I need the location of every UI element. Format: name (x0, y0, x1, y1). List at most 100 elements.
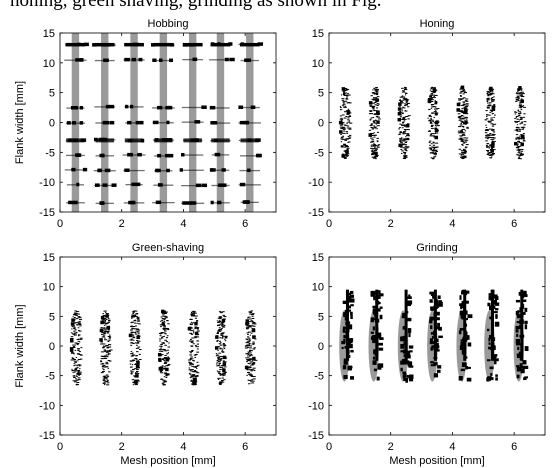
data-point (193, 366, 195, 368)
data-point (106, 384, 110, 386)
data-point (100, 341, 103, 343)
data-point (77, 327, 80, 329)
data-point (245, 328, 249, 330)
data-point (408, 332, 411, 338)
data-point (372, 338, 377, 344)
data-point (467, 314, 473, 319)
data-point (194, 337, 197, 339)
data-point (377, 103, 380, 105)
data-point (402, 96, 406, 98)
data-point (194, 315, 198, 317)
data-mark (152, 58, 157, 63)
data-point (405, 101, 408, 103)
data-point (221, 334, 224, 336)
data-point (491, 142, 495, 146)
data-point (400, 137, 403, 139)
data-mark (181, 169, 204, 171)
data-point (402, 312, 406, 318)
data-point (402, 138, 406, 140)
data-point (519, 95, 522, 97)
data-mark (70, 106, 75, 110)
data-point (429, 119, 433, 121)
data-point (436, 125, 440, 127)
data-point (520, 117, 523, 119)
data-mark (153, 122, 174, 124)
data-point (221, 350, 224, 352)
data-point (458, 153, 461, 155)
data-point (404, 141, 407, 143)
data-point (346, 148, 349, 150)
y-tick-label: -5 (314, 371, 324, 383)
data-point (520, 153, 524, 155)
data-point (168, 342, 170, 344)
data-point (523, 294, 528, 298)
data-point (375, 116, 378, 118)
data-point (431, 94, 436, 96)
data-point (404, 144, 408, 146)
data-point (100, 372, 104, 374)
data-point (399, 138, 403, 140)
data-point (164, 373, 168, 375)
data-point (484, 132, 488, 134)
data-point (401, 145, 404, 147)
data-point (190, 356, 193, 358)
data-point (465, 290, 470, 294)
data-point (431, 146, 433, 148)
data-point (491, 377, 494, 381)
data-point (251, 328, 254, 330)
data-point (369, 118, 372, 120)
data-point (347, 94, 351, 96)
data-point (159, 371, 163, 373)
data-point (128, 333, 133, 338)
data-point (194, 317, 197, 319)
data-point (162, 358, 166, 360)
data-mark (95, 138, 114, 143)
data-point (438, 326, 442, 331)
data-point (437, 365, 442, 369)
data-point (516, 154, 519, 156)
data-point (517, 109, 520, 111)
data-point (163, 318, 166, 320)
data-point (520, 99, 524, 103)
data-point (165, 365, 168, 367)
data-point (429, 135, 433, 137)
data-point (401, 144, 405, 146)
data-point (458, 376, 463, 381)
data-point (463, 102, 465, 104)
data-point (519, 152, 522, 154)
data-point (346, 113, 350, 115)
data-point (159, 349, 164, 351)
data-point (347, 292, 352, 296)
data-mark (105, 104, 111, 109)
data-point (464, 150, 467, 152)
data-point (376, 131, 380, 133)
x-tick-label: 4 (449, 441, 455, 453)
data-point (374, 126, 378, 128)
data-point (405, 101, 409, 103)
data-point (187, 327, 192, 331)
data-point (485, 134, 488, 136)
data-point (160, 326, 162, 328)
data-point (339, 107, 342, 109)
data-point (375, 148, 378, 150)
data-point (491, 140, 494, 142)
data-point (487, 130, 489, 132)
x-tick-label: 4 (180, 441, 186, 453)
data-point (73, 312, 77, 314)
data-point (219, 347, 222, 349)
data-point (520, 112, 522, 114)
data-point (77, 373, 80, 375)
data-point (134, 316, 138, 318)
data-point (350, 376, 355, 380)
data-point (404, 103, 409, 105)
data-mark (135, 120, 140, 125)
data-point (484, 119, 487, 121)
data-point (460, 140, 464, 142)
data-point (519, 145, 521, 147)
data-point (194, 344, 197, 346)
data-point (464, 110, 468, 114)
data-point (406, 134, 409, 136)
data-point (72, 369, 75, 371)
data-point (217, 371, 220, 373)
data-point (433, 133, 435, 135)
